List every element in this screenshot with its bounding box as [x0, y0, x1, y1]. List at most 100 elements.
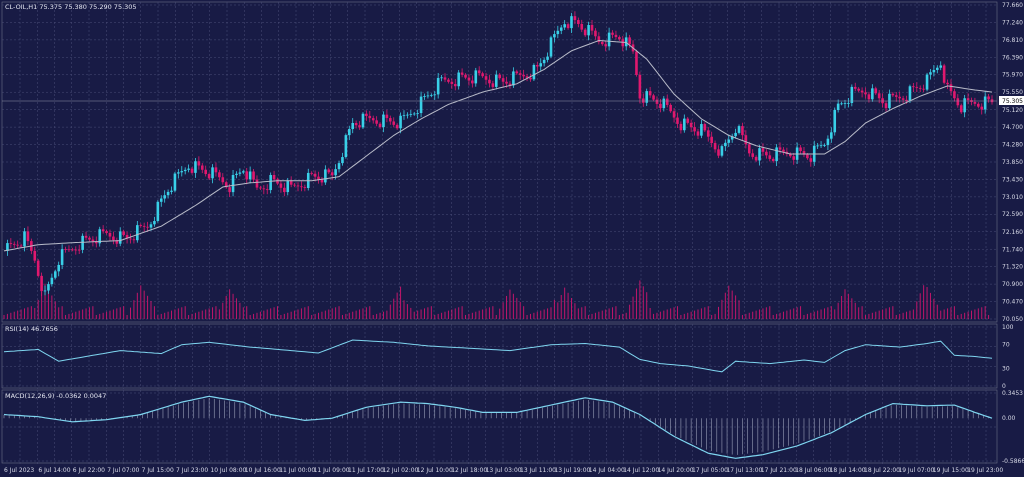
candle-body [265, 189, 269, 191]
x-tick-label: 18 Jul 14:00 [830, 467, 866, 474]
candle-body [95, 241, 98, 244]
candle-body [194, 161, 197, 173]
candle-body [597, 36, 601, 42]
candle-body [337, 163, 341, 170]
candle-body [768, 155, 772, 159]
candle-body [395, 124, 399, 129]
candle-body [833, 110, 837, 133]
candle-body [587, 25, 590, 36]
candle-body [423, 96, 426, 97]
candle-body [775, 147, 778, 162]
candle-body [679, 123, 683, 131]
candle-body [344, 135, 348, 158]
candle-body [255, 179, 259, 188]
candle-body [949, 84, 953, 92]
candle-body [860, 90, 864, 93]
candle-body [183, 169, 187, 172]
candle-body [460, 72, 464, 75]
rsi-panel[interactable]: 100 70 30 0 RSI(14) 46.7656 [1, 323, 1014, 390]
candle-body [88, 237, 91, 240]
candle-body [717, 149, 720, 156]
macd-panel-frame [1, 389, 998, 464]
candle-body [197, 161, 201, 166]
candle-body [204, 169, 208, 175]
candle-body [231, 174, 235, 193]
candle-body [830, 132, 833, 139]
candle-body [71, 249, 74, 251]
candle-body [108, 232, 112, 237]
y-tick-label: 73.850 [1002, 159, 1023, 166]
candle-body [409, 114, 413, 115]
candle-body [190, 168, 194, 173]
y-tick-label: 72.590 [1002, 211, 1023, 218]
candle-body [918, 87, 922, 89]
candle-body [525, 76, 529, 78]
candle-body [125, 234, 129, 239]
candle-body [894, 95, 898, 97]
y-tick-label: 73.430 [1002, 177, 1023, 184]
candle-body [430, 94, 433, 96]
y-tick-label: 75.550 [1002, 89, 1023, 96]
y-tick-label: 71.740 [1002, 246, 1023, 253]
x-tick-label: 19 Jul 07:00 [898, 467, 934, 474]
x-tick-label: 10 Jul 08:00 [210, 467, 246, 474]
candle-body [242, 171, 245, 173]
candle-body [706, 130, 710, 137]
candle-body [67, 249, 71, 251]
candle-body [320, 179, 324, 183]
y-tick-label: 70.900 [1002, 281, 1023, 288]
candle-body [163, 195, 166, 199]
candle-body [347, 129, 351, 136]
candle-body [505, 81, 508, 84]
candle-body [652, 95, 655, 100]
candle-body [912, 86, 915, 88]
candle-body [238, 172, 242, 174]
candle-body [867, 94, 871, 100]
candle-body [464, 74, 467, 78]
candle-body [936, 67, 939, 70]
y-tick-label: 74.280 [1002, 141, 1023, 148]
macd-axis-labels: 0.3453 0.00 -0.5866 [1002, 390, 1024, 465]
candle-body [823, 145, 826, 146]
candle-body [419, 96, 423, 114]
macd-panel[interactable]: 0.3453 0.00 -0.5866 MACD(12,26,9) -0.0362 … [1, 389, 1024, 465]
candle-body [570, 16, 573, 29]
candle-body [536, 64, 539, 67]
x-tick-label: 12 Jul 18:00 [451, 467, 487, 474]
candle-body [532, 64, 536, 80]
candle-body [782, 149, 785, 152]
candle-body [734, 132, 737, 137]
candle-body [607, 32, 611, 47]
candle-body [747, 144, 751, 154]
candle-body [142, 225, 146, 227]
y-tick-label: 75.970 [1002, 72, 1023, 79]
candle-body [720, 146, 724, 156]
candle-body [744, 135, 748, 145]
candle-body [724, 142, 727, 147]
candle-body [696, 131, 700, 136]
candle-body [741, 126, 744, 136]
y-tick-label: 71.320 [1002, 264, 1023, 271]
candle-body [556, 30, 560, 35]
price-panel[interactable]: 77.660 77.240 76.810 76.390 75.970 75.550 75.1… [1, 1, 1024, 323]
candle-body [105, 231, 108, 233]
candle-body [600, 41, 604, 45]
candle-body [614, 34, 618, 38]
candle-body [583, 29, 587, 36]
y-tick-label: 70.050 [1002, 316, 1023, 323]
candle-body [730, 136, 734, 140]
y-tick-label: 73.010 [1002, 194, 1023, 201]
candle-body [686, 118, 690, 123]
candle-body [276, 179, 279, 184]
candle-body [327, 169, 331, 173]
y-tick-label: 74.700 [1002, 124, 1023, 131]
price-panel-title: CL-OIL,H1 75.375 75.380 75.290 75.305 [5, 3, 137, 11]
candle-body [19, 245, 23, 247]
candle-body [929, 72, 932, 75]
candle-body [81, 235, 84, 250]
candle-body [946, 82, 949, 85]
x-tick-label: 11 Jul 00:00 [279, 467, 315, 474]
candle-body [365, 113, 368, 116]
candle-body [389, 118, 392, 122]
